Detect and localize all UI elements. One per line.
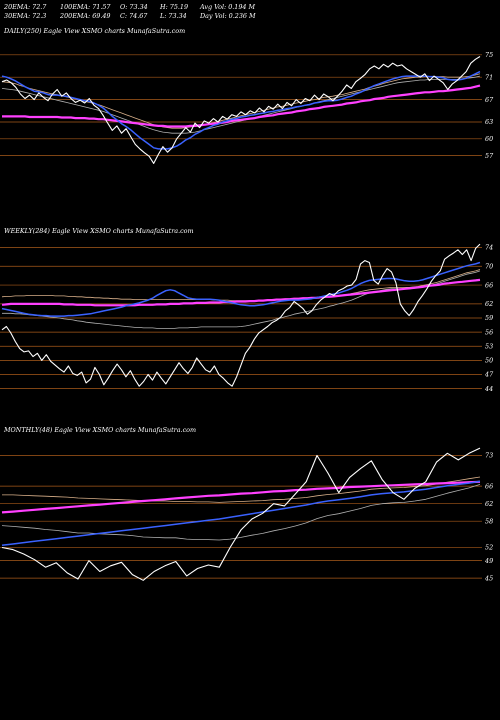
daily-price-line bbox=[1, 56, 481, 164]
monthly-ytick-label: 73 bbox=[485, 452, 493, 460]
monthly-ytick-label: 52 bbox=[485, 544, 493, 552]
stat-avg-vol: Avg Vol: 0.194 M bbox=[200, 3, 256, 11]
weekly-ema-fast-line bbox=[1, 261, 481, 317]
daily-ytick-label: 57 bbox=[485, 152, 494, 160]
daily-ema-mid2-line bbox=[1, 75, 481, 134]
monthly-ytick-label: 58 bbox=[485, 517, 493, 525]
stat-100ema: 100EMA: 71.57 bbox=[60, 3, 111, 11]
monthly-price-line bbox=[1, 447, 481, 581]
weekly-ytick-label: 44 bbox=[484, 385, 493, 393]
weekly-price-line bbox=[1, 243, 481, 387]
monthly-chart-title: MONTHLY(48) Eagle View XSMO charts Munaf… bbox=[4, 426, 197, 434]
monthly-ytick-label: 49 bbox=[484, 557, 493, 565]
daily-ytick-label: 60 bbox=[485, 135, 493, 143]
monthly-ytick-label: 62 bbox=[485, 500, 493, 508]
monthly-ema-fast-line bbox=[1, 480, 481, 547]
stat-day-vol: Day Vol: 0.236 M bbox=[200, 12, 256, 20]
stat-20ema: 20EMA: 72.7 bbox=[4, 3, 47, 11]
stats-header: 20EMA: 72.7 100EMA: 71.57 O: 73.34 H: 75… bbox=[0, 0, 500, 24]
stat-close: C: 74.67 bbox=[120, 12, 148, 20]
weekly-ytick-label: 70 bbox=[485, 262, 493, 270]
daily-ytick-label: 75 bbox=[485, 51, 493, 59]
monthly-ema-mid2-line bbox=[1, 484, 481, 541]
weekly-ytick-label: 53 bbox=[485, 342, 493, 350]
daily-ytick-label: 67 bbox=[485, 96, 494, 104]
daily-ytick-label: 71 bbox=[485, 73, 493, 81]
daily-ytick-label: 63 bbox=[485, 118, 493, 126]
monthly-ytick-label: 66 bbox=[485, 482, 493, 490]
daily-chart-title: DAILY(250) Eagle View XSMO charts Munafa… bbox=[4, 27, 186, 35]
monthly-ema-mid1-line bbox=[2, 476, 481, 503]
stat-open: O: 73.34 bbox=[120, 3, 148, 11]
monthly-ema-slow-line bbox=[1, 480, 481, 514]
weekly-ytick-label: 56 bbox=[485, 328, 493, 336]
daily-ema-slow-line bbox=[2, 84, 481, 128]
weekly-ema-mid2-line bbox=[2, 270, 481, 329]
weekly-ytick-label: 50 bbox=[485, 357, 493, 365]
stat-30ema: 30EMA: 72.3 bbox=[4, 12, 47, 20]
weekly-chart-title: WEEKLY(284) Eagle View XSMO charts Munaf… bbox=[4, 227, 194, 235]
weekly-ytick-label: 62 bbox=[485, 300, 493, 308]
stat-low: L: 73.34 bbox=[160, 12, 187, 20]
stat-200ema: 200EMA: 69.49 bbox=[60, 12, 111, 20]
weekly-ytick-label: 66 bbox=[485, 281, 493, 289]
weekly-ytick-label: 47 bbox=[484, 371, 494, 379]
stat-high: H: 75.19 bbox=[160, 3, 189, 11]
weekly-ytick-label: 59 bbox=[485, 314, 493, 322]
daily-ema-fast-line bbox=[1, 70, 481, 150]
weekly-ytick-label: 74 bbox=[485, 244, 493, 252]
weekly-ema-slow-line bbox=[1, 278, 481, 307]
monthly-ytick-label: 45 bbox=[484, 574, 493, 582]
